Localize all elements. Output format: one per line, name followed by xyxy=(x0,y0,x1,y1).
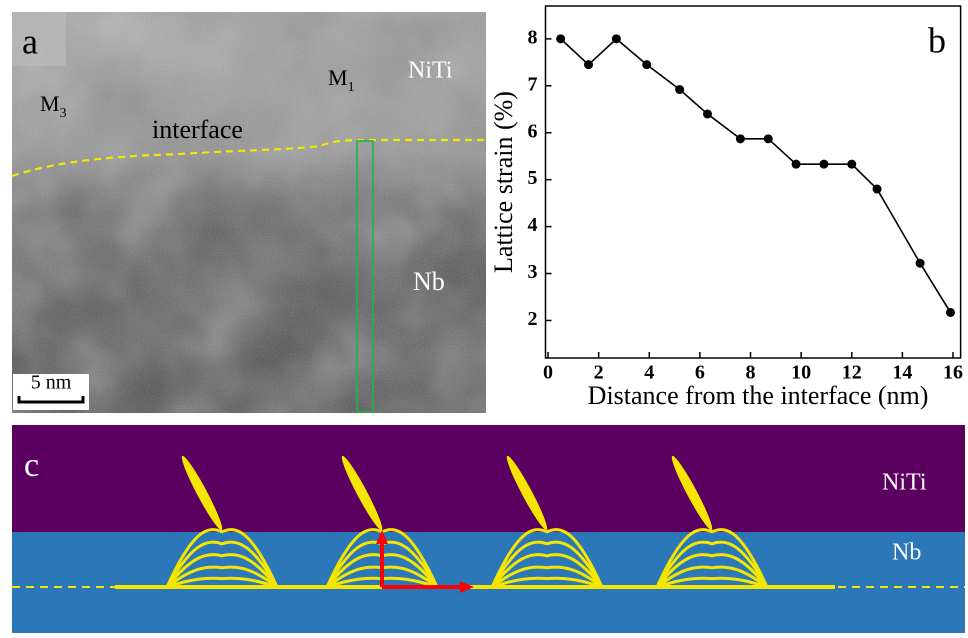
panel-c: c NiTi Nb xyxy=(12,425,965,633)
m1: M xyxy=(328,65,348,90)
panel-label: b xyxy=(928,20,946,60)
data-point xyxy=(764,134,773,143)
y-tick-label: 8 xyxy=(528,26,538,48)
data-point xyxy=(847,160,856,169)
m3-sub: 3 xyxy=(60,106,67,121)
data-point xyxy=(703,109,712,118)
y-tick-label: 5 xyxy=(528,167,538,189)
data-point xyxy=(873,185,882,194)
y-tick-label: 2 xyxy=(528,308,538,330)
x-tick-label: 16 xyxy=(943,362,963,384)
x-tick-label: 0 xyxy=(543,362,553,384)
phase-label: Nb xyxy=(892,540,921,566)
panel-label: c xyxy=(24,447,39,484)
phase-label: NiTi xyxy=(882,470,927,496)
scale-label: 5 nm xyxy=(31,372,72,394)
panel-label: a xyxy=(22,21,38,61)
panel-a: a M3 M1 NiTi interface Nb 5 nm xyxy=(12,12,486,413)
data-line xyxy=(561,39,951,313)
data-point xyxy=(736,134,745,143)
y-tick-label: 6 xyxy=(528,120,538,142)
data-point xyxy=(916,259,925,268)
data-point xyxy=(584,60,593,69)
data-point xyxy=(556,34,565,43)
data-point xyxy=(819,160,828,169)
y-tick-label: 7 xyxy=(528,73,538,95)
x-axis-label: Distance from the interface (nm) xyxy=(588,381,929,410)
interface-label: interface xyxy=(152,115,243,144)
data-point xyxy=(792,160,801,169)
niti-layer xyxy=(12,425,965,532)
y-tick-label: 3 xyxy=(528,261,538,283)
data-point xyxy=(612,34,621,43)
m1-sub: 1 xyxy=(348,80,355,95)
label-box xyxy=(12,12,66,66)
y-axis-label: Lattice strain (%) xyxy=(489,91,518,273)
phase-label: Nb xyxy=(413,267,445,296)
phase-label: NiTi xyxy=(408,58,453,84)
data-point xyxy=(642,60,651,69)
figure: a M3 M1 NiTi interface Nb 5 nm 234567802… xyxy=(0,0,968,633)
data-point xyxy=(675,85,684,94)
nb-layer xyxy=(12,532,965,633)
m3: M xyxy=(40,91,60,116)
data-point xyxy=(946,308,955,317)
plot-frame xyxy=(546,6,961,358)
y-tick-label: 4 xyxy=(528,214,538,236)
